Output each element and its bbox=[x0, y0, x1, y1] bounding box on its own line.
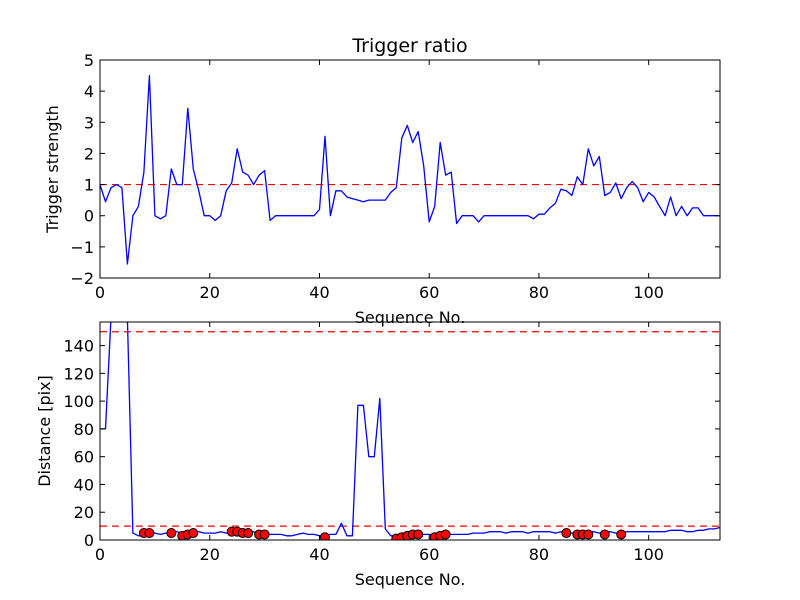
top-x-axis: 0 20 40 60 80 100 bbox=[95, 60, 664, 302]
y-tick-label: 100 bbox=[63, 392, 94, 411]
bottom-y-axis-label: Distance [pix] bbox=[35, 375, 54, 487]
top-x-axis-label: Sequence No. bbox=[355, 308, 466, 327]
data-point-marker bbox=[188, 528, 199, 539]
data-point-marker bbox=[144, 528, 155, 539]
x-tick-label: 40 bbox=[309, 283, 329, 302]
top-y-axis-label: Trigger strength bbox=[43, 105, 62, 234]
y-tick-label: 20 bbox=[74, 503, 94, 522]
data-point-marker bbox=[259, 529, 270, 540]
top-y-axis: −2 −1 0 1 2 3 4 5 bbox=[70, 51, 720, 288]
y-tick-label: 0 bbox=[84, 531, 94, 550]
y-tick-label: 140 bbox=[63, 337, 94, 356]
bottom-plot-area bbox=[100, 322, 720, 540]
x-tick-label: 100 bbox=[633, 283, 664, 302]
top-chart-title: Trigger ratio bbox=[351, 35, 467, 57]
x-tick-label: 40 bbox=[309, 545, 329, 564]
y-tick-label: 60 bbox=[74, 448, 94, 467]
x-tick-label: 60 bbox=[419, 283, 439, 302]
data-point-marker bbox=[243, 528, 254, 539]
top-plot-area bbox=[100, 74, 720, 265]
data-point-marker bbox=[413, 529, 424, 540]
bottom-x-axis-label: Sequence No. bbox=[355, 570, 466, 589]
y-tick-label: 5 bbox=[84, 51, 94, 70]
y-tick-label: −2 bbox=[70, 269, 94, 288]
y-tick-label: 4 bbox=[84, 82, 94, 101]
bottom-y-axis: 0 20 40 60 80 100 120 140 bbox=[63, 337, 720, 550]
y-tick-label: 80 bbox=[74, 420, 94, 439]
x-tick-label: 80 bbox=[529, 283, 549, 302]
y-tick-label: 120 bbox=[63, 364, 94, 383]
bottom-chart: 0 20 40 60 80 100 0 20 40 60 80 100 120 140 Sequence… bbox=[35, 321, 721, 589]
x-tick-label: 60 bbox=[419, 545, 439, 564]
data-point-marker bbox=[583, 529, 594, 540]
bottom-plot-frame bbox=[99, 321, 721, 541]
data-point-marker bbox=[166, 528, 177, 539]
series-line bbox=[100, 74, 720, 265]
data-point-marker bbox=[561, 528, 572, 539]
x-tick-label: 0 bbox=[95, 283, 105, 302]
data-point-marker bbox=[440, 529, 451, 540]
y-tick-label: 2 bbox=[84, 144, 94, 163]
x-tick-label: 80 bbox=[529, 545, 549, 564]
x-tick-label: 0 bbox=[95, 545, 105, 564]
data-point-marker bbox=[616, 529, 627, 540]
y-tick-label: 3 bbox=[84, 113, 94, 132]
x-tick-label: 20 bbox=[200, 545, 220, 564]
data-point-marker bbox=[319, 532, 330, 540]
y-tick-label: 1 bbox=[84, 176, 94, 195]
x-tick-label: 100 bbox=[633, 545, 664, 564]
y-tick-label: −1 bbox=[70, 238, 94, 257]
top-plot-frame bbox=[99, 59, 721, 279]
bottom-x-axis: 0 20 40 60 80 100 bbox=[95, 322, 664, 564]
y-tick-label: 0 bbox=[84, 207, 94, 226]
x-tick-label: 20 bbox=[200, 283, 220, 302]
data-point-marker bbox=[599, 529, 610, 540]
y-tick-label: 40 bbox=[74, 475, 94, 494]
